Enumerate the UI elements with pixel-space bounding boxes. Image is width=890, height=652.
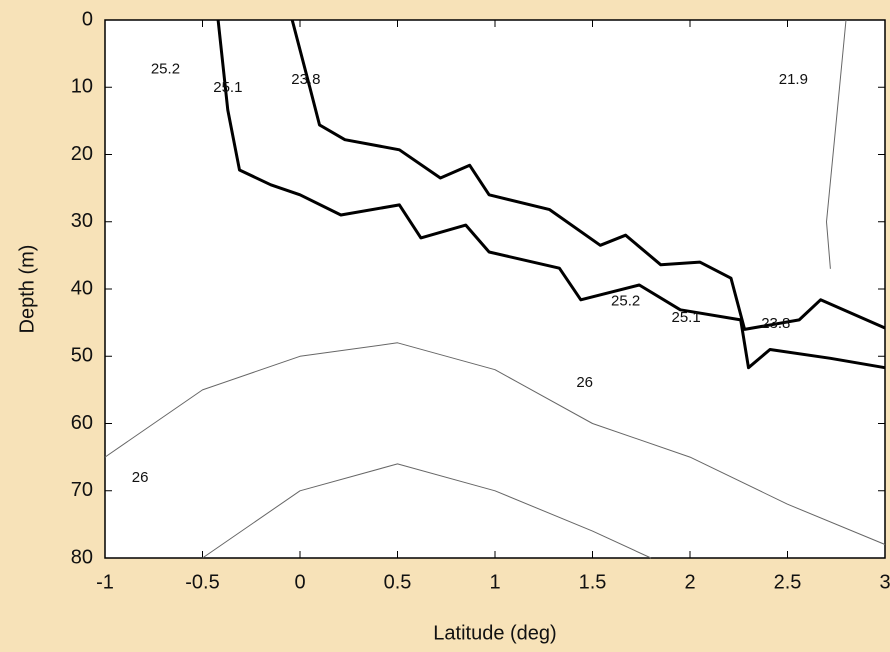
contour-line: [104, 342, 886, 545]
x-tick-label: 3: [879, 571, 890, 593]
contour-label: 26: [132, 469, 149, 486]
y-tick-label: 60: [71, 412, 93, 434]
x-tick-label: 2: [684, 571, 695, 593]
contour-label: 25.1: [213, 79, 242, 96]
y-tick-label: 20: [71, 143, 93, 165]
contour-label: 25.2: [151, 61, 180, 78]
x-tick-label: 1.5: [579, 571, 607, 593]
contour-line: [826, 19, 847, 269]
contour-label: 25.1: [671, 309, 700, 326]
y-axis-label: Depth (m): [16, 245, 38, 334]
x-tick-label: 2.5: [774, 571, 802, 593]
x-axis-label: Latitude (deg): [433, 622, 556, 644]
x-tick-label: 0.5: [384, 571, 412, 593]
x-tick-label: -0.5: [185, 571, 219, 593]
y-tick-label: 0: [82, 8, 93, 30]
x-tick-label: 1: [489, 571, 500, 593]
y-tick-label: 40: [71, 277, 93, 299]
contour-label: 23.8: [761, 315, 790, 332]
contour-line: [216, 19, 886, 370]
y-tick-label: 50: [71, 345, 93, 367]
x-tick-label: 0: [294, 571, 305, 593]
x-tick-label: -1: [96, 571, 114, 593]
y-tick-label: 30: [71, 210, 93, 232]
contour-label: 25.2: [611, 293, 640, 310]
y-tick-label: 10: [71, 76, 93, 98]
y-tick-label: 70: [71, 479, 93, 501]
contour-line: [202, 463, 652, 559]
contour-line: [290, 19, 886, 331]
contour-label: 21.9: [779, 71, 808, 88]
contour-label: 23.8: [291, 71, 320, 88]
plot-area: [104, 19, 886, 559]
y-tick-label: 80: [71, 546, 93, 568]
contour-label: 26: [576, 374, 593, 391]
